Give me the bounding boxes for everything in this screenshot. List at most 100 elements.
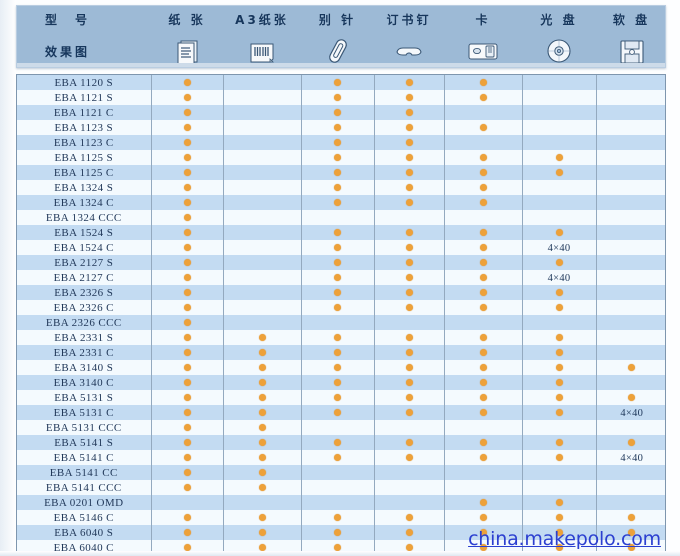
- cell-floppy: [596, 495, 665, 510]
- cell-floppy: [596, 135, 665, 150]
- model-name-cell: EBA 2326 S: [17, 285, 152, 300]
- cell-paper: [151, 405, 224, 420]
- cell-paper: [151, 135, 224, 150]
- support-dot-icon: [405, 184, 413, 192]
- support-dot-icon: [555, 379, 563, 387]
- support-dot-icon: [183, 379, 191, 387]
- cell-paperclip: [301, 450, 375, 465]
- model-name-cell: EBA 1524 S: [17, 225, 152, 240]
- compatibility-table-body: EBA 1120 S EBA 1121 S EBA 1121 C EBA 1123 S…: [17, 75, 665, 551]
- model-name-cell: EBA 1324 C: [17, 195, 152, 210]
- cell-floppy: [596, 390, 665, 405]
- model-name-cell: EBA 5141 S: [17, 435, 152, 450]
- support-dot-icon: [479, 409, 487, 417]
- support-dot-icon: [258, 379, 266, 387]
- support-dot-icon: [405, 169, 413, 177]
- support-dot-icon: [555, 304, 563, 312]
- compatibility-table-wrap: EBA 1120 S EBA 1121 S EBA 1121 C EBA 1123 S…: [16, 74, 666, 552]
- cell-staple: [374, 135, 445, 150]
- support-dot-icon: [555, 409, 563, 417]
- model-name-cell: EBA 2127 C: [17, 270, 152, 285]
- support-dot-icon: [334, 79, 341, 87]
- cell-paper: [151, 225, 224, 240]
- cell-staple: [374, 120, 445, 135]
- cell-floppy: [596, 300, 665, 315]
- cell-cd: [522, 480, 597, 495]
- cell-card: [444, 405, 523, 420]
- cell-staple: [374, 420, 445, 435]
- cell-staple: [374, 345, 445, 360]
- cell-floppy: [596, 270, 665, 285]
- cell-paperclip: [301, 540, 375, 551]
- table-row: EBA 1324 CCC: [17, 210, 665, 225]
- cell-paper: [151, 285, 224, 300]
- cell-paper: [151, 420, 224, 435]
- support-dot-icon: [405, 409, 413, 417]
- support-dot-icon: [183, 364, 191, 372]
- support-dot-icon: [405, 124, 413, 132]
- cell-card: [444, 90, 523, 105]
- table-row: EBA 5131 C 4×40: [17, 405, 665, 420]
- support-dot-icon: [183, 124, 191, 132]
- cell-paperclip: [301, 315, 375, 330]
- cell-cd: [522, 75, 597, 90]
- cell-staple: [374, 165, 445, 180]
- support-dot-icon: [479, 259, 487, 267]
- support-dot-icon: [405, 154, 413, 162]
- support-dot-icon: [334, 274, 341, 282]
- support-dot-icon: [405, 139, 413, 147]
- table-row: EBA 2326 CCC: [17, 315, 665, 330]
- cell-floppy: [596, 375, 665, 390]
- cell-a3paper: [223, 120, 302, 135]
- cell-cd: [522, 300, 597, 315]
- support-dot-icon: [334, 124, 341, 132]
- cell-paper: [151, 360, 224, 375]
- cell-a3paper: [223, 510, 302, 525]
- model-name-cell: EBA 1324 CCC: [17, 210, 152, 225]
- cell-card: [444, 330, 523, 345]
- table-header-panel: 型 号 效果图 纸 张 A: [16, 5, 666, 68]
- cell-paperclip: [301, 240, 375, 255]
- table-row: EBA 2326 S: [17, 285, 665, 300]
- cell-card: [444, 240, 523, 255]
- cell-floppy: [596, 225, 665, 240]
- table-row: EBA 2326 C: [17, 300, 665, 315]
- header-label-a3paper: A3纸张: [235, 13, 289, 27]
- cell-paper: [151, 150, 224, 165]
- cell-paper: [151, 375, 224, 390]
- cell-paperclip: [301, 90, 375, 105]
- cell-staple: [374, 225, 445, 240]
- support-dot-icon: [555, 529, 563, 537]
- cell-card: [444, 315, 523, 330]
- cell-paperclip: [301, 300, 375, 315]
- header-cell-paper: 纸 张: [151, 6, 223, 67]
- cell-floppy: [596, 180, 665, 195]
- header-cell-model: 型 号 效果图: [17, 6, 151, 67]
- support-dot-icon: [405, 259, 413, 267]
- cell-card: [444, 465, 523, 480]
- support-dot-icon: [479, 304, 487, 312]
- support-dot-icon: [334, 454, 341, 462]
- table-row: EBA 3140 C: [17, 375, 665, 390]
- cell-paper: [151, 480, 224, 495]
- support-dot-icon: [183, 529, 191, 537]
- cell-a3paper: [223, 375, 302, 390]
- table-row: EBA 1324 S: [17, 180, 665, 195]
- cell-staple: [374, 105, 445, 120]
- cell-card: [444, 210, 523, 225]
- floppy-disk-icon: [615, 36, 649, 66]
- cell-card: [444, 120, 523, 135]
- table-row: EBA 2331 S: [17, 330, 665, 345]
- header-label-staple: 订书钉: [386, 13, 432, 27]
- support-dot-icon: [555, 259, 563, 267]
- header-cell-staple: 订书钉: [374, 6, 444, 67]
- cell-paperclip: [301, 345, 375, 360]
- cell-cd: [522, 315, 597, 330]
- model-name-cell: EBA 1121 S: [17, 90, 152, 105]
- cell-staple: [374, 90, 445, 105]
- cell-a3paper: [223, 210, 302, 225]
- cell-a3paper: [223, 330, 302, 345]
- support-dot-icon: [183, 94, 191, 102]
- cell-paper: [151, 120, 224, 135]
